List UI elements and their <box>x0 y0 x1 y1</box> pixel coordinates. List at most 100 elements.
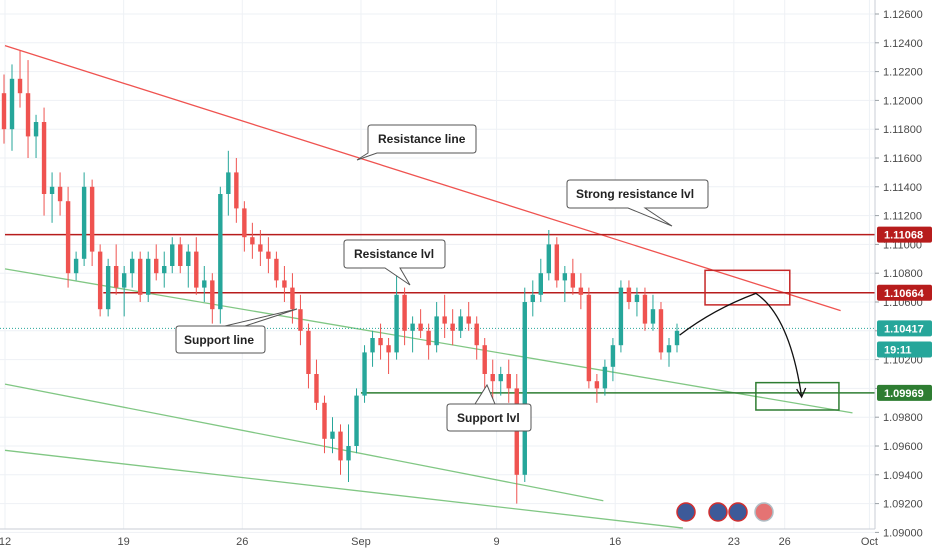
candle-body[interactable] <box>65 201 71 274</box>
candle-body[interactable] <box>17 78 23 94</box>
candle-body[interactable] <box>121 273 127 288</box>
candle-body[interactable] <box>258 244 263 252</box>
price-tag: 1.11068 <box>877 226 932 243</box>
candle-body[interactable] <box>9 78 15 130</box>
candle-body[interactable] <box>562 273 568 281</box>
candle-body[interactable] <box>218 194 223 310</box>
candle-body[interactable] <box>658 309 664 353</box>
candle-body[interactable] <box>554 244 560 281</box>
candle-body[interactable] <box>113 266 119 288</box>
candle-body[interactable] <box>634 294 640 302</box>
candle-body[interactable] <box>1 93 7 130</box>
candle-body[interactable] <box>234 172 239 209</box>
price-tick-label: 1.11400 <box>883 182 922 194</box>
event-flag-icon[interactable] <box>754 502 774 522</box>
candle-body[interactable] <box>266 251 271 259</box>
candle-body[interactable] <box>242 208 247 238</box>
candle-body[interactable] <box>474 323 479 346</box>
candle-body[interactable] <box>538 273 544 295</box>
candle-body[interactable] <box>514 388 519 475</box>
candle-body[interactable] <box>354 395 359 446</box>
candle-body[interactable] <box>178 244 183 266</box>
candle-body[interactable] <box>426 330 431 346</box>
candle-body[interactable] <box>338 431 343 461</box>
candle-body[interactable] <box>97 251 103 310</box>
candle-body[interactable] <box>137 258 143 295</box>
candle-body[interactable] <box>170 244 175 266</box>
candlestick-series[interactable] <box>1 50 680 504</box>
candle-body[interactable] <box>282 280 287 288</box>
event-flag-icon[interactable] <box>708 502 728 522</box>
candle-body[interactable] <box>362 352 367 396</box>
candle-body[interactable] <box>450 323 455 331</box>
candle-body[interactable] <box>410 323 415 331</box>
price-tick-label: 1.12000 <box>883 95 923 107</box>
time-axis[interactable]: 12 19 26 Sep 9 16 23 26 Oct <box>0 536 878 548</box>
candle-body[interactable] <box>610 345 616 367</box>
candle-body[interactable] <box>330 431 335 439</box>
candle-body[interactable] <box>73 258 79 274</box>
candle-body[interactable] <box>186 251 191 266</box>
candle-body[interactable] <box>25 93 31 137</box>
candle-body[interactable] <box>322 402 327 439</box>
candle-body[interactable] <box>41 122 47 194</box>
candle-body[interactable] <box>506 374 511 389</box>
candle-body[interactable] <box>250 237 255 245</box>
time-tick-label: Sep <box>351 536 371 548</box>
candle-body[interactable] <box>570 273 576 288</box>
candle-body[interactable] <box>594 381 600 389</box>
candle-body[interactable] <box>642 294 648 324</box>
candle-body[interactable] <box>210 280 215 310</box>
candle-body[interactable] <box>57 186 63 202</box>
candle-body[interactable] <box>602 366 608 389</box>
candle-body[interactable] <box>626 287 632 302</box>
candle-body[interactable] <box>162 266 167 274</box>
candle-body[interactable] <box>458 316 463 331</box>
candle-body[interactable] <box>666 345 672 353</box>
candle-body[interactable] <box>402 294 407 331</box>
candle-body[interactable] <box>146 258 151 295</box>
candle-body[interactable] <box>618 287 624 346</box>
candle-body[interactable] <box>346 446 351 461</box>
candle-body[interactable] <box>466 316 471 324</box>
price-axis[interactable]: 1.12600 1.12400 1.12200 1.12000 1.11800 1.116… <box>875 9 923 539</box>
candle-body[interactable] <box>306 330 311 374</box>
candle-body[interactable] <box>314 374 319 403</box>
candle-body[interactable] <box>370 338 375 353</box>
candle-body[interactable] <box>674 330 680 346</box>
candle-body[interactable] <box>650 309 656 324</box>
candle-body[interactable] <box>202 280 207 288</box>
candle-body[interactable] <box>578 287 584 295</box>
candle-body[interactable] <box>442 316 447 324</box>
candle-body[interactable] <box>490 374 495 382</box>
candle-body[interactable] <box>434 316 439 346</box>
candle-body[interactable] <box>290 287 295 310</box>
candle-body[interactable] <box>81 186 87 259</box>
candle-body[interactable] <box>105 266 111 310</box>
price-tag-label: 1.10664 <box>884 288 925 300</box>
candle-body[interactable] <box>298 309 303 331</box>
candle-body[interactable] <box>154 258 159 274</box>
candle-body[interactable] <box>522 302 527 475</box>
candle-body[interactable] <box>33 122 39 137</box>
candle-body[interactable] <box>498 374 503 382</box>
candle-body[interactable] <box>49 186 55 194</box>
candle-body[interactable] <box>530 294 535 302</box>
candle-body[interactable] <box>129 258 135 274</box>
candle-body[interactable] <box>418 323 423 331</box>
candle-body[interactable] <box>482 345 487 374</box>
candle-body[interactable] <box>546 244 552 274</box>
event-flag-icon[interactable] <box>676 502 696 522</box>
candle-body[interactable] <box>194 251 199 288</box>
candle-body[interactable] <box>274 258 279 281</box>
price-tag-bg <box>877 384 932 401</box>
economic-event-icons[interactable] <box>676 502 774 522</box>
event-flag-icon[interactable] <box>728 502 748 522</box>
candle-body[interactable] <box>89 186 95 252</box>
candle-body[interactable] <box>386 345 391 353</box>
candle-body[interactable] <box>394 294 399 353</box>
candle-body[interactable] <box>226 172 231 194</box>
candle-body[interactable] <box>586 294 592 382</box>
candle-body[interactable] <box>378 338 383 346</box>
